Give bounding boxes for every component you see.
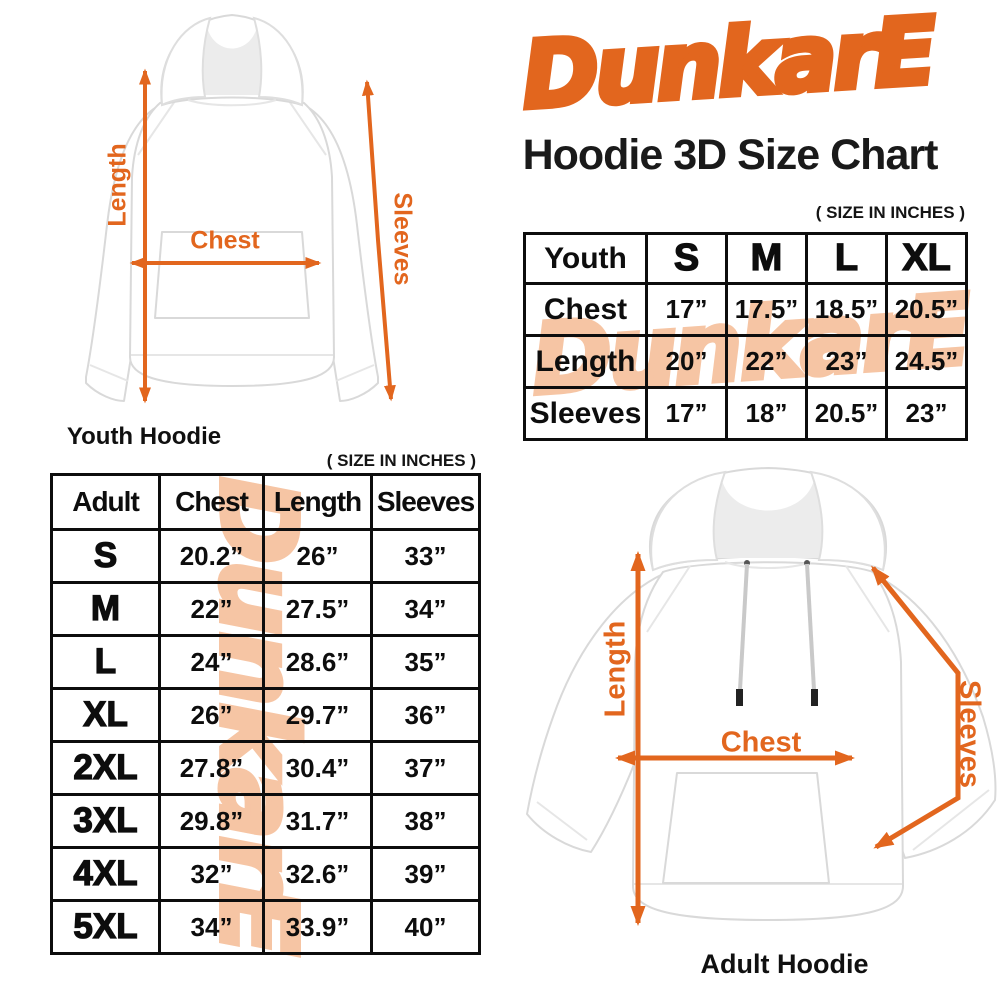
size-row-label: 5XL <box>50 899 161 955</box>
size-value-cell: 29.8” <box>158 793 265 849</box>
size-value-cell: 27.5” <box>262 581 373 637</box>
size-value-cell: 17.5” <box>725 282 808 337</box>
youth-size-note: ( SIZE IN INCHES ) <box>815 203 965 222</box>
drawstring-aglet <box>736 689 743 706</box>
size-value-cell: 36” <box>370 687 481 743</box>
size-value-cell: 23” <box>805 334 888 389</box>
size-value-cell: 31.7” <box>262 793 373 849</box>
row-label-chest: Chest <box>523 282 648 337</box>
size-value-cell: 37” <box>370 740 481 796</box>
youth-length-label: Length <box>103 143 132 227</box>
size-row-label: M <box>50 581 161 637</box>
size-value-cell: 23” <box>885 386 968 441</box>
drawstring-left <box>738 563 749 691</box>
youth-sleeves-label: Sleeves <box>388 192 417 286</box>
size-value-cell: 30.4” <box>262 740 373 796</box>
size-value-cell: 18” <box>725 386 808 441</box>
size-value-cell: 20.2” <box>158 528 265 584</box>
adult-row-l: L 24” 28.6” 35” <box>50 634 481 690</box>
adult-row-2xl: 2XL 27.8” 30.4” 37” <box>50 740 481 796</box>
youth-col-s: S <box>645 232 728 285</box>
size-row-label: XL <box>50 687 161 743</box>
adult-size-note: ( SIZE IN INCHES ) <box>326 451 476 470</box>
size-value-cell: 20” <box>645 334 728 389</box>
size-value-cell: 32.6” <box>262 846 373 902</box>
adult-row-xl: XL 26” 29.7” 36” <box>50 687 481 743</box>
size-value-cell: 33.9” <box>262 899 373 955</box>
size-value-cell: 24.5” <box>885 334 968 389</box>
size-value-cell: 17” <box>645 386 728 441</box>
size-row-label: 4XL <box>50 846 161 902</box>
size-value-cell: 20.5” <box>885 282 968 337</box>
adult-row-5xl: 5XL 34” 33.9” 40” <box>50 899 481 955</box>
size-value-cell: 20.5” <box>805 386 888 441</box>
row-label-sleeves: Sleeves <box>523 386 648 441</box>
page-title: Hoodie 3D Size Chart <box>522 131 939 179</box>
size-value-cell: 35” <box>370 634 481 690</box>
youth-chest-row: Chest 17” 17.5” 18.5” 20.5” <box>523 282 968 337</box>
size-value-cell: 22” <box>158 581 265 637</box>
size-value-cell: 26” <box>158 687 265 743</box>
size-value-cell: 24” <box>158 634 265 690</box>
size-value-cell: 28.6” <box>262 634 373 690</box>
size-value-cell: 17” <box>645 282 728 337</box>
size-value-cell: 34” <box>158 899 265 955</box>
youth-col-m: M <box>725 232 808 285</box>
size-value-cell: 39” <box>370 846 481 902</box>
adult-table-header-row: Adult Chest Length Sleeves <box>50 473 481 531</box>
youth-sleeves-row: Sleeves 17” 18” 20.5” 23” <box>523 386 968 441</box>
youth-hoodie-illustration <box>85 14 396 404</box>
brand-logo: DunkarE <box>516 0 939 132</box>
size-value-cell: 32” <box>158 846 265 902</box>
size-row-label: 2XL <box>50 740 161 796</box>
size-value-cell: 34” <box>370 581 481 637</box>
adult-col-sleeves: Sleeves <box>370 473 481 531</box>
adult-length-label: Length <box>599 620 632 718</box>
adult-hoodie-caption: Adult Hoodie <box>700 949 869 979</box>
adult-chest-label: Chest <box>720 726 802 759</box>
adult-table-corner-cell: Adult <box>50 473 161 531</box>
youth-chest-label: Chest <box>190 226 260 255</box>
youth-length-row: Length 20” 22” 23” 24.5” <box>523 334 968 389</box>
youth-sleeves-arrow <box>361 79 396 402</box>
size-value-cell: 40” <box>370 899 481 955</box>
adult-sleeves-arrow <box>871 565 961 850</box>
adult-row-m: M 22” 27.5” 34” <box>50 581 481 637</box>
size-value-cell: 33” <box>370 528 481 584</box>
drawstring-aglet <box>811 689 818 706</box>
size-value-cell: 29.7” <box>262 687 373 743</box>
adult-hoodie-drawing <box>526 467 997 921</box>
youth-table-corner-cell: Youth <box>523 232 648 285</box>
youth-table-header-row: Youth S M L XL <box>523 232 968 285</box>
adult-hoodie-illustration <box>526 467 997 926</box>
drawstring-right <box>805 563 816 691</box>
size-row-label: S <box>50 528 161 584</box>
adult-col-length: Length <box>262 473 373 531</box>
size-value-cell: 27.8” <box>158 740 265 796</box>
size-row-label: L <box>50 634 161 690</box>
youth-col-xl: XL <box>885 232 968 285</box>
adult-hoodie-figure: Length Chest Sleeves Adult Hoodie <box>485 462 1000 987</box>
youth-hoodie-drawing <box>85 14 379 402</box>
adult-sleeves-label: Sleeves <box>953 679 986 789</box>
adult-col-chest: Chest <box>158 473 265 531</box>
youth-hoodie-caption: Youth Hoodie <box>66 423 222 450</box>
adult-row-4xl: 4XL 32” 32.6” 39” <box>50 846 481 902</box>
youth-col-l: L <box>805 232 888 285</box>
adult-row-3xl: 3XL 29.8” 31.7” 38” <box>50 793 481 849</box>
size-value-cell: 18.5” <box>805 282 888 337</box>
size-value-cell: 38” <box>370 793 481 849</box>
youth-size-table: Youth S M L XL Chest 17” 17.5” 18.5” 20.… <box>523 232 968 441</box>
size-row-label: 3XL <box>50 793 161 849</box>
adult-row-s: S 20.2” 26” 33” <box>50 528 481 584</box>
youth-hoodie-figure: Length Chest Sleeves Youth Hoodie <box>10 5 450 455</box>
row-label-length: Length <box>523 334 648 389</box>
size-value-cell: 22” <box>725 334 808 389</box>
adult-size-table: Adult Chest Length Sleeves S 20.2” 26” 3… <box>50 473 481 955</box>
size-value-cell: 26” <box>262 528 373 584</box>
